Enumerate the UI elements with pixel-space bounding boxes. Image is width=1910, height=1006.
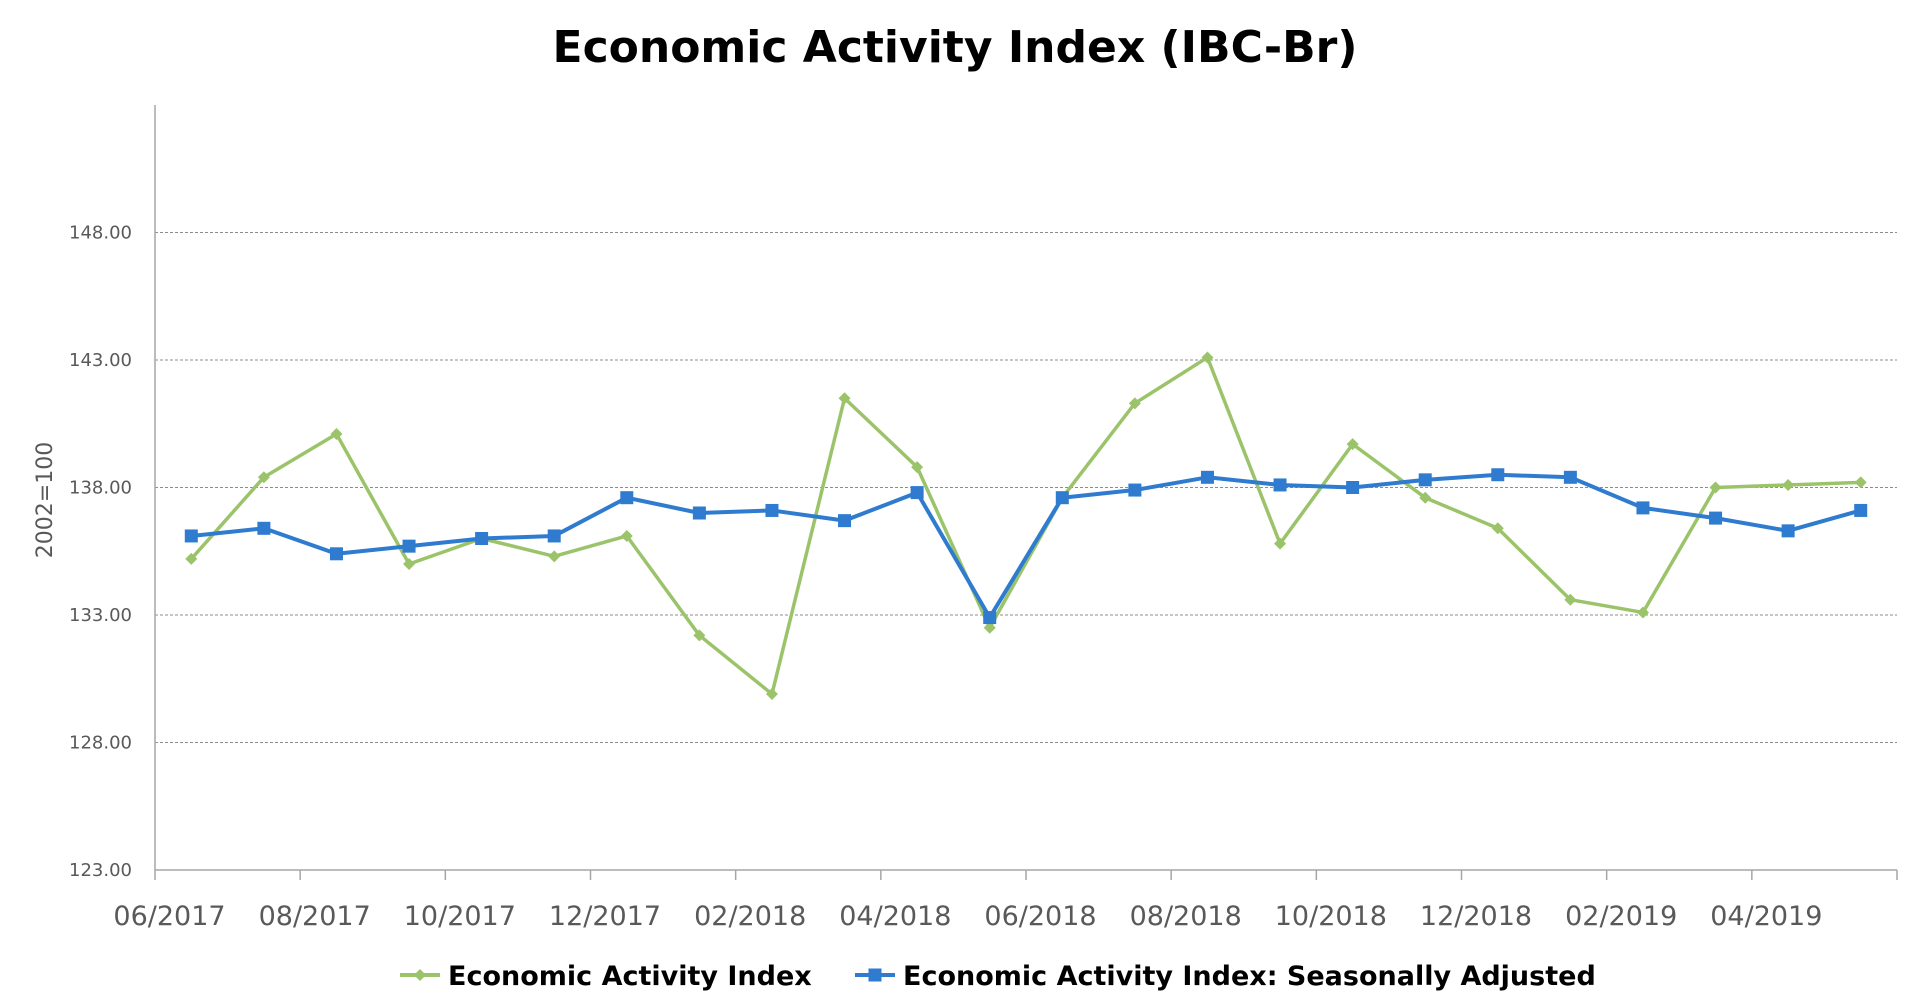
data-point (693, 629, 706, 642)
x-tick-label: 12/2018 (1420, 901, 1532, 932)
y-tick-label: 123.00 (69, 860, 132, 881)
data-point (983, 611, 997, 625)
data-point (1491, 522, 1504, 535)
data-point (1418, 473, 1432, 487)
data-point (910, 486, 924, 500)
x-tick-labels: 06/2017 08/2017 10/2017 12/2017 02/2018 04/20… (113, 901, 1822, 932)
data-point (1273, 478, 1287, 492)
x-tick-label: 06/2018 (984, 901, 1096, 932)
data-point (1128, 483, 1142, 497)
data-point (1491, 468, 1505, 482)
data-point (402, 539, 416, 553)
axes (154, 105, 1898, 880)
data-point (1200, 470, 1214, 484)
legend-marker (414, 969, 426, 981)
data-point (983, 621, 996, 634)
data-point (838, 514, 852, 528)
series-2 (184, 468, 1868, 625)
x-tick-label: 10/2018 (1275, 901, 1387, 932)
x-tick-label: 02/2018 (694, 901, 806, 932)
data-point (765, 503, 779, 517)
legend-marker (868, 968, 882, 982)
legend: Economic Activity Index Economic Activity… (400, 961, 1596, 992)
x-tick-label: 04/2018 (839, 901, 951, 932)
data-point (1055, 491, 1069, 505)
data-point (1346, 438, 1359, 451)
data-point (1636, 501, 1650, 515)
data-point (838, 392, 851, 405)
legend-item-1: Economic Activity Index (400, 961, 812, 992)
data-point (1782, 478, 1795, 491)
data-point (185, 552, 198, 565)
data-point (911, 461, 924, 474)
data-point (1563, 470, 1577, 484)
y-tick-label: 138.00 (69, 478, 132, 499)
legend-label: Economic Activity Index: Seasonally Adju… (903, 961, 1596, 992)
y-tick-labels: 123.00 128.00 133.00 138.00 143.00 148.00 (69, 223, 132, 882)
data-point (547, 529, 561, 543)
legend-label: Economic Activity Index (448, 961, 812, 992)
data-point (692, 506, 706, 520)
legend-item-2: Economic Activity Index: Seasonally Adju… (855, 961, 1596, 992)
x-tick-label: 12/2017 (549, 901, 661, 932)
data-point (1854, 476, 1867, 489)
data-point (257, 521, 271, 535)
x-tick-label: 04/2019 (1710, 901, 1822, 932)
x-tick-label: 10/2017 (404, 901, 516, 932)
data-point (329, 547, 343, 561)
data-point (1564, 593, 1577, 606)
data-point (257, 471, 270, 484)
y-tick-label: 128.00 (69, 733, 132, 754)
chart-title: Economic Activity Index (IBC-Br) (553, 22, 1358, 73)
data-point (1274, 537, 1287, 550)
data-point (1346, 481, 1360, 494)
data-point (1709, 481, 1722, 494)
y-tick-label: 143.00 (69, 350, 132, 371)
series-line (189, 355, 1861, 696)
data-point (184, 529, 198, 543)
series-layer (184, 351, 1868, 701)
x-tick-label: 06/2017 (113, 901, 225, 932)
data-point (330, 427, 343, 440)
series-line (191, 472, 1862, 620)
data-point (765, 688, 778, 701)
x-tick-label: 02/2019 (1565, 901, 1677, 932)
data-point (620, 491, 634, 505)
data-point (548, 550, 561, 563)
data-point (1201, 351, 1214, 364)
x-tick-label: 08/2017 (259, 901, 371, 932)
data-point (1128, 397, 1141, 410)
gridlines (155, 232, 1897, 743)
data-point (1636, 606, 1649, 619)
series-1 (185, 351, 1867, 701)
data-point (1781, 524, 1795, 538)
data-point (1854, 503, 1868, 517)
y-tick-label: 133.00 (69, 605, 132, 626)
data-point (1419, 491, 1432, 504)
data-point (620, 529, 633, 542)
y-axis-label: 2002=100 (33, 442, 58, 558)
x-tick-label: 08/2018 (1130, 901, 1242, 932)
y-tick-label: 148.00 (69, 223, 132, 244)
data-point (403, 558, 416, 570)
data-point (475, 532, 489, 545)
data-point (1709, 511, 1723, 525)
